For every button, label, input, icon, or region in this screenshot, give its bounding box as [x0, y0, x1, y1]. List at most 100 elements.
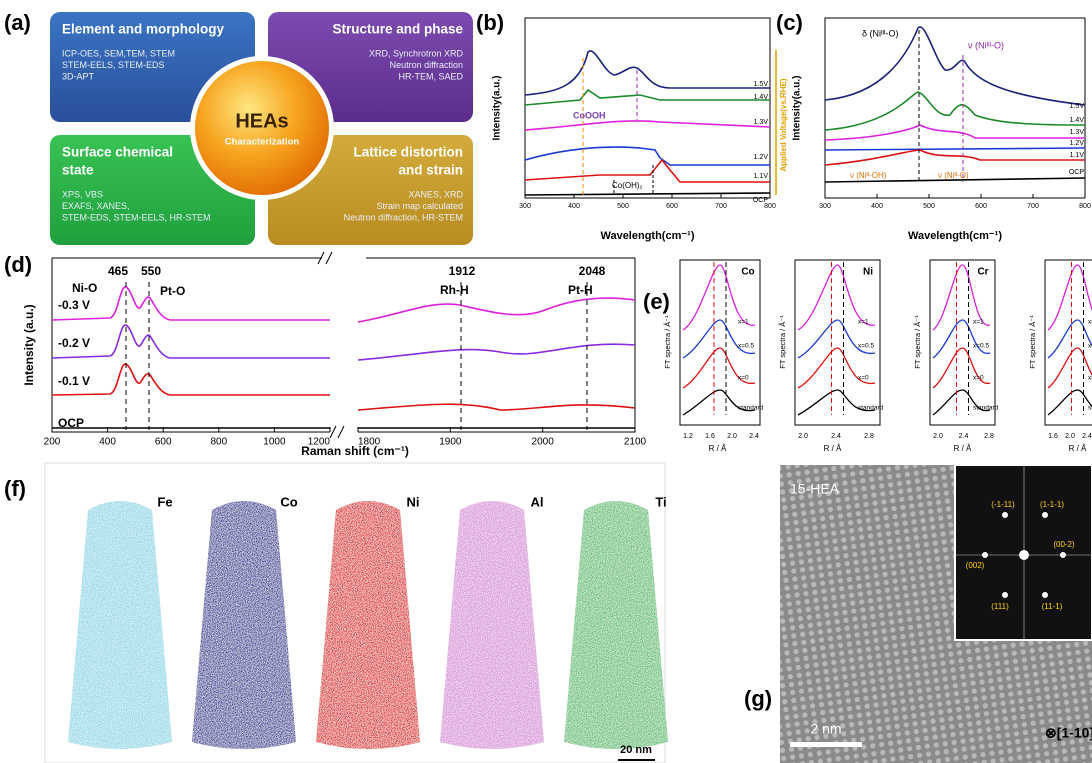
curve-label: x=0	[973, 375, 984, 382]
axis-title: FT spectra / Å⁻¹	[663, 315, 672, 369]
axis-title: R / Å	[824, 444, 842, 453]
annotation: ν (Niᴵᴵ-O)	[938, 171, 969, 180]
curve-label: standard	[973, 405, 999, 412]
path	[524, 50, 770, 96]
circle	[1042, 592, 1048, 598]
tick-label: 2.8	[984, 433, 994, 440]
curve-label: x=0	[1088, 375, 1092, 382]
tick-label: 2.0	[933, 433, 943, 440]
curve-label: 1.1V	[1070, 152, 1085, 159]
axis-title: FT spectra / Å⁻¹	[1028, 315, 1037, 369]
apt-maps	[68, 501, 668, 749]
box-title: Structure and phase	[332, 22, 463, 37]
spectra	[824, 26, 1086, 183]
tick-label: 400	[99, 437, 116, 448]
panel-label: (d)	[4, 252, 32, 277]
curve	[1047, 264, 1092, 331]
circle	[1002, 512, 1008, 518]
circle	[1002, 592, 1008, 598]
spot-index: (-1-11)	[991, 500, 1015, 509]
curve-label: -0.1 V	[58, 374, 90, 388]
path	[51, 286, 636, 323]
axis-title: Intensity (a.u.)	[22, 304, 36, 385]
box-title: state	[62, 163, 94, 178]
technique: XPS, VBS	[62, 189, 103, 199]
tick-label: 800	[764, 203, 776, 210]
peak-position: 465	[108, 264, 128, 278]
peak-position: 550	[141, 264, 161, 278]
axis-title: R / Å	[1069, 444, 1087, 453]
scale-label: 20 nm	[620, 744, 652, 756]
atom-map	[68, 501, 172, 749]
tick-label: 2.8	[864, 433, 874, 440]
annotation: CoOOH	[573, 110, 606, 120]
panel-label: (b)	[476, 10, 504, 35]
path	[824, 26, 1086, 106]
fft-spots	[955, 465, 1092, 640]
curve-label: x=1	[1088, 319, 1092, 326]
atom-map	[440, 501, 544, 749]
curve-label: 1.3V	[754, 119, 769, 126]
curve	[797, 264, 876, 331]
curve	[682, 347, 756, 389]
curve-label: x=0.5	[973, 343, 989, 350]
curve-label: standard	[858, 405, 884, 412]
atom-map	[192, 501, 296, 749]
axes	[794, 259, 881, 426]
circle	[982, 552, 988, 558]
tick-label: 1000	[263, 437, 286, 448]
technique: XRD, Synchrotron XRD	[369, 48, 464, 58]
panel-label: (g)	[744, 686, 772, 711]
technique: STEM-EELS, STEM-EDS	[62, 60, 165, 70]
tick-label: 1200	[308, 437, 331, 448]
curve	[797, 347, 876, 389]
curve	[932, 264, 991, 331]
ft-panels	[679, 259, 1092, 426]
tick-label: 600	[666, 203, 678, 210]
curve-label: -0.3 V	[58, 298, 90, 312]
curve	[932, 347, 991, 389]
tick-label: 800	[210, 437, 227, 448]
spectra	[51, 282, 636, 430]
element: Ni	[863, 267, 873, 278]
peak-assignment: Pt-H	[568, 283, 593, 297]
technique: EXAFS, XANES,	[62, 201, 130, 211]
technique: ICP-OES, SEM,TEM, STEM	[62, 48, 175, 58]
curve-label: OCP	[1069, 169, 1085, 176]
tick-label: 2.0	[727, 433, 737, 440]
technique: Neutron diffraction	[390, 60, 463, 70]
tick-label: 700	[1027, 203, 1039, 210]
curve-label: x=1	[738, 319, 749, 326]
curve	[682, 389, 756, 416]
tick-label: 1.2	[683, 433, 693, 440]
tick-label: 800	[1079, 203, 1091, 210]
center-title: HEAs	[235, 110, 288, 132]
path	[824, 149, 1085, 166]
tick-label: 700	[715, 203, 727, 210]
sample-label: 15-HEA	[790, 481, 840, 497]
tick-label: 2.0	[798, 433, 808, 440]
spectra	[524, 50, 777, 196]
tick-label: 400	[871, 203, 883, 210]
peak-assignment: Ni-O	[72, 281, 97, 295]
tick-label: 2.4	[749, 433, 759, 440]
atom-map	[564, 501, 668, 749]
peak-assignment: Rh-H	[440, 283, 469, 297]
path	[317, 251, 345, 439]
tick-label: 500	[617, 203, 629, 210]
side-label: Applied Voltage(vs.RHE)	[779, 78, 788, 172]
panel-label: (e)	[643, 289, 670, 314]
curve-label: 1.2V	[1070, 140, 1085, 147]
axis-title: R / Å	[709, 444, 727, 453]
technique: XANES, XRD	[408, 189, 463, 199]
scale-label: 2 nm	[810, 721, 841, 737]
curve	[682, 319, 756, 359]
curve-label: OCP	[753, 197, 769, 204]
axis-title: Wavelength(cm⁻¹)	[908, 230, 1002, 242]
curve-label: 1.1V	[754, 173, 769, 180]
box-title: Element and morphology	[62, 22, 225, 37]
circle	[1042, 512, 1048, 518]
element: Al	[531, 494, 544, 509]
